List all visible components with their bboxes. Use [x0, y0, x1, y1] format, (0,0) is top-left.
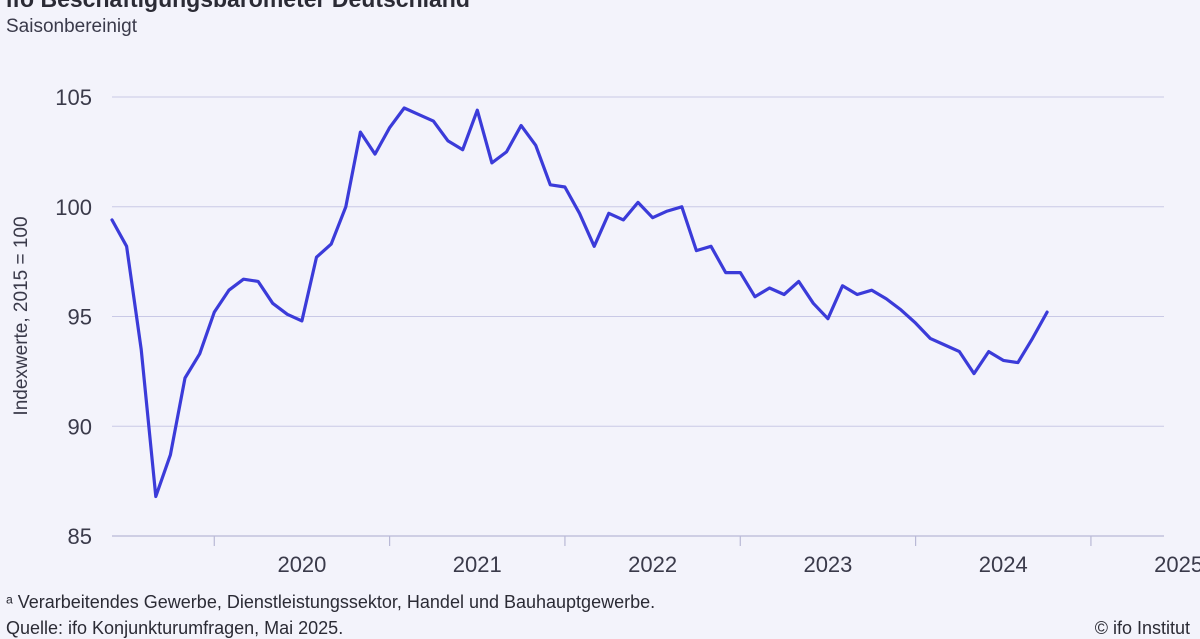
x-tick-label: 2023 [803, 552, 852, 577]
x-tick-label: 2024 [979, 552, 1028, 577]
y-axis-label: Indexwerte, 2015 = 100 [11, 216, 32, 415]
x-tick-label: 2020 [277, 552, 326, 577]
series-line [110, 106, 1049, 499]
line-chart: 85 90 95 100 105 2020 2021 2022 2023 2024 2025 In… [11, 85, 1200, 577]
y-tick-label: 105 [55, 85, 92, 110]
x-tick-label: 2022 [628, 552, 677, 577]
chart-title: ifo Beschäftigungsbarometer Deutschland [6, 0, 470, 13]
footnote: ᵃ Verarbeitendes Gewerbe, Dienstleistung… [6, 592, 656, 612]
x-axis [112, 535, 1164, 546]
y-axis: 85 90 95 100 105 [55, 85, 92, 549]
chart-subtitle: Saisonbereinigt [6, 16, 137, 37]
grid-lines [112, 96, 1164, 427]
x-axis-labels: 2020 2021 2022 2023 2024 2025 [277, 552, 1200, 577]
y-tick-label: 85 [68, 524, 92, 549]
y-tick-label: 100 [55, 195, 92, 220]
x-tick-label: 2021 [453, 552, 502, 577]
series-layer [110, 106, 1049, 499]
y-tick-label: 90 [68, 414, 92, 439]
source-note: Quelle: ifo Konjunkturumfragen, Mai 2025… [6, 618, 344, 638]
y-tick-label: 95 [68, 305, 92, 330]
copyright-note: © ifo Institut [1094, 618, 1190, 638]
x-tick-label: 2025 [1154, 552, 1200, 577]
